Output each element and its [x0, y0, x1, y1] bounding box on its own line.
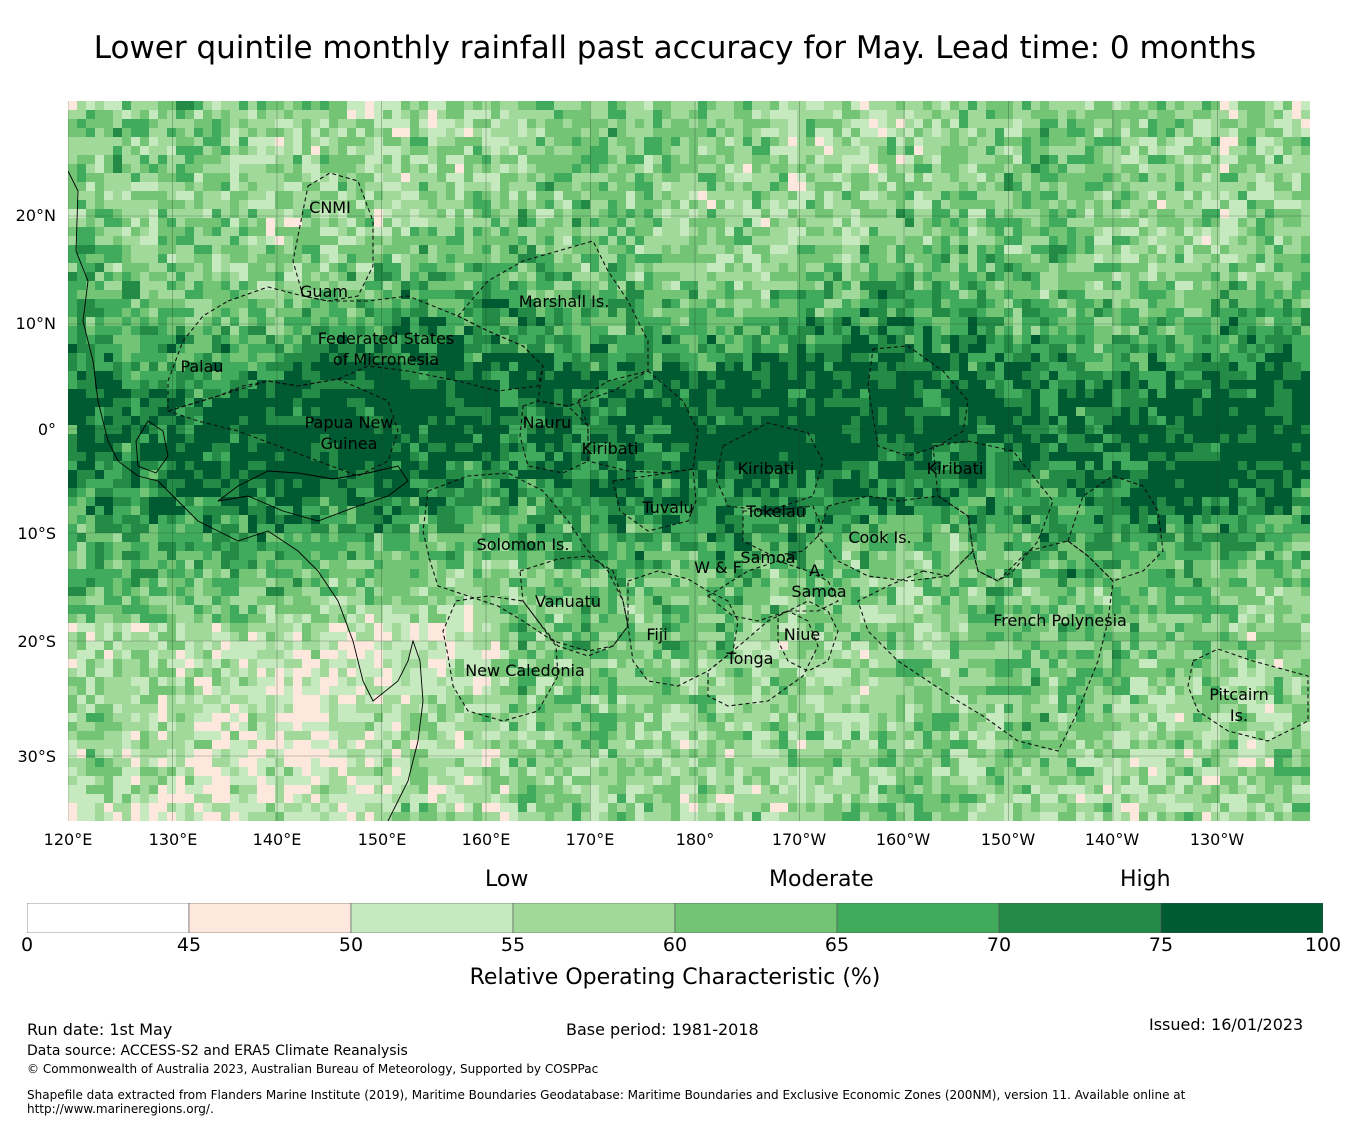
colorbar-tick: 45 [176, 934, 202, 956]
issued-date: Issued: 16/01/2023 [1149, 1015, 1304, 1034]
region-label: Niue [784, 625, 820, 644]
colorbar-tick: 70 [986, 934, 1012, 956]
colorbar-tick: 50 [338, 934, 364, 956]
colorbar [27, 903, 1323, 933]
coastline [68, 170, 424, 821]
colorbar-segment [836, 903, 1000, 933]
eez-boundary [519, 555, 629, 657]
coastline [135, 420, 169, 474]
region-label: Tonga [726, 649, 774, 668]
rainfall-accuracy-map[interactable]: CNMI Guam Marshall Is. Federated States of M… [68, 101, 1310, 821]
data-source: Data source: ACCESS-S2 and ERA5 Climate … [27, 1043, 408, 1059]
region-label: Palau [180, 357, 223, 376]
lon-label-140w: 140°W [1084, 830, 1140, 849]
colorbar-tick: 100 [1304, 934, 1342, 956]
colorbar-tick: 0 [20, 934, 34, 956]
shapefile-credit: Shapefile data extracted from Flanders M… [27, 1088, 1186, 1102]
region-label: Guinea [321, 434, 378, 453]
colorbar-segment [998, 903, 1162, 933]
lon-label-180: 180° [675, 830, 715, 849]
eez-boundary [1067, 475, 1164, 582]
region-label: Kiribati [738, 459, 795, 478]
region-label: Tokelau [745, 502, 806, 521]
lon-label-160e: 160°E [461, 830, 511, 849]
legend-category-high: High [1120, 867, 1171, 892]
region-label: Kiribati [927, 459, 984, 478]
region-label: W & F [694, 558, 742, 577]
lat-label-30s: 30°S [17, 747, 56, 766]
colorbar-tick: 65 [824, 934, 850, 956]
lon-label-170w: 170°W [771, 830, 827, 849]
lon-label-130e: 130°E [148, 830, 198, 849]
lat-label-10n: 10°N [15, 314, 56, 333]
colorbar-tick: 60 [662, 934, 688, 956]
eez-boundary [817, 495, 974, 582]
lat-label-20s: 20°S [17, 632, 56, 651]
region-label: Samoa [740, 548, 795, 567]
region-label: CNMI [309, 198, 351, 217]
region-label: Papua New [305, 413, 394, 432]
shapefile-url: http://www.marineregions.org/. [27, 1102, 214, 1116]
lat-label-20n: 20°N [15, 206, 56, 225]
legend-category-moderate: Moderate [769, 867, 874, 892]
chart-title: Lower quintile monthly rainfall past acc… [93, 30, 1257, 66]
region-label: Is. [1230, 706, 1248, 725]
region-label: Marshall Is. [519, 292, 610, 311]
colorbar-segment [27, 903, 190, 933]
eez-boundary [707, 560, 839, 622]
region-label: A. [809, 561, 825, 580]
colorbar-tick: 75 [1148, 934, 1174, 956]
eez-boundary [577, 370, 699, 474]
eez-boundary [742, 505, 824, 557]
run-date: Run date: 1st May [27, 1020, 173, 1039]
lon-label-140e: 140°E [252, 830, 302, 849]
eez-boundary [457, 240, 649, 407]
coastline [217, 465, 409, 522]
eez-boundary [867, 345, 969, 457]
eez-boundary [715, 422, 824, 512]
eez-boundary [777, 600, 839, 672]
lat-label-10s: 10°S [17, 524, 56, 543]
colorbar-segment [188, 903, 352, 933]
region-label: Vanuatu [535, 592, 601, 611]
lon-label-150e: 150°E [357, 830, 407, 849]
region-label: Fiji [646, 625, 667, 644]
eez-boundary [612, 468, 697, 532]
eez-boundary [932, 440, 1054, 582]
region-label: Samoa [791, 582, 846, 601]
region-label: New Caledonia [465, 661, 585, 680]
region-label: of Micronesia [333, 350, 439, 369]
colorbar-segment [512, 903, 676, 933]
lat-label-0: 0° [37, 420, 56, 439]
lon-label-150w: 150°W [980, 830, 1036, 849]
lon-label-130w: 130°W [1189, 830, 1245, 849]
lon-label-120e: 120°E [43, 830, 93, 849]
region-label: Guam [300, 282, 348, 301]
copyright: © Commonwealth of Australia 2023, Austra… [27, 1062, 599, 1076]
region-label: French Polynesia [993, 611, 1127, 630]
eez-boundary [1187, 648, 1309, 742]
map-panel[interactable]: CNMI Guam Marshall Is. Federated States of M… [68, 101, 1310, 821]
region-label: Tuvalu [641, 498, 693, 517]
legend-category-low: Low [485, 867, 529, 892]
colorbar-tick: 55 [500, 934, 526, 956]
region-label: Kiribati [582, 439, 639, 458]
eez-boundary [707, 610, 819, 707]
base-period: Base period: 1981-2018 [566, 1020, 759, 1039]
region-label: Solomon Is. [477, 535, 570, 554]
eez-boundary [422, 472, 629, 652]
region-label: Pitcairn [1209, 685, 1269, 704]
colorbar-segment [674, 903, 838, 933]
lon-label-170e: 170°E [565, 830, 615, 849]
lon-label-160w: 160°W [875, 830, 931, 849]
region-label: Cook Is. [848, 528, 911, 547]
colorbar-segment [1160, 903, 1323, 933]
eez-boundary [857, 540, 1114, 752]
colorbar-title: Relative Operating Characteristic (%) [469, 965, 881, 990]
colorbar-segment [350, 903, 514, 933]
region-label: Federated States [318, 329, 455, 348]
region-label: Nauru [523, 413, 572, 432]
eez-boundary [627, 570, 739, 687]
